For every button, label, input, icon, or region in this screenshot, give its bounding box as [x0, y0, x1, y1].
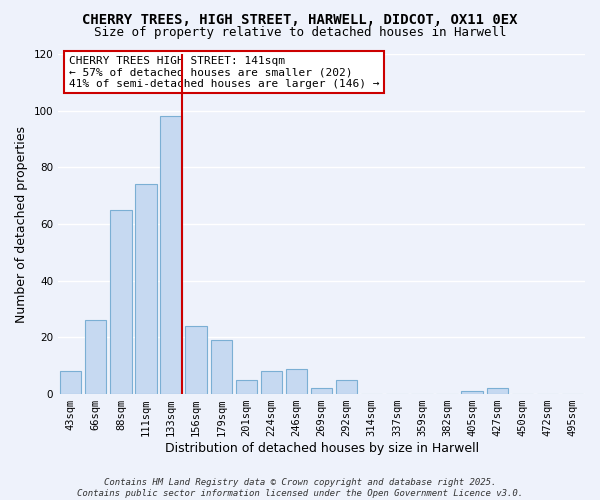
Text: Contains HM Land Registry data © Crown copyright and database right 2025.
Contai: Contains HM Land Registry data © Crown c…: [77, 478, 523, 498]
Bar: [261, 372, 282, 394]
Text: Size of property relative to detached houses in Harwell: Size of property relative to detached ho…: [94, 26, 506, 39]
Text: CHERRY TREES HIGH STREET: 141sqm
← 57% of detached houses are smaller (202)
41% : CHERRY TREES HIGH STREET: 141sqm ← 57% o…: [69, 56, 379, 89]
Bar: [487, 388, 508, 394]
Y-axis label: Number of detached properties: Number of detached properties: [15, 126, 28, 322]
Bar: [311, 388, 332, 394]
Bar: [236, 380, 257, 394]
Bar: [336, 380, 358, 394]
Bar: [60, 372, 82, 394]
Bar: [85, 320, 106, 394]
Bar: [185, 326, 207, 394]
Bar: [110, 210, 131, 394]
Bar: [211, 340, 232, 394]
Bar: [286, 368, 307, 394]
Bar: [136, 184, 157, 394]
Text: CHERRY TREES, HIGH STREET, HARWELL, DIDCOT, OX11 0EX: CHERRY TREES, HIGH STREET, HARWELL, DIDC…: [82, 12, 518, 26]
Bar: [461, 391, 483, 394]
Bar: [160, 116, 182, 394]
X-axis label: Distribution of detached houses by size in Harwell: Distribution of detached houses by size …: [164, 442, 479, 455]
